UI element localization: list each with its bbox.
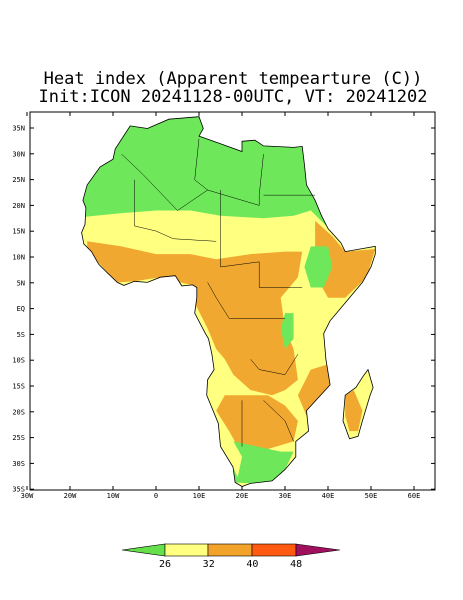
lon-label: 40E bbox=[322, 492, 335, 500]
border-line bbox=[134, 179, 217, 242]
colorbar-segment bbox=[295, 543, 341, 557]
subtitle: Init:ICON 20241128-00UTC, VT: 20241202 bbox=[39, 87, 428, 107]
border-line bbox=[250, 354, 299, 375]
lon-label: 30W bbox=[21, 492, 34, 500]
coastline-path bbox=[81, 116, 376, 487]
heat-zone bbox=[220, 441, 242, 478]
coastline bbox=[81, 116, 376, 487]
lat-label: 15N bbox=[12, 228, 25, 236]
lat-label: 35S bbox=[12, 486, 25, 494]
colorbar-segment bbox=[121, 543, 166, 557]
lat-label: 5S bbox=[17, 331, 25, 339]
lon-label: 0 bbox=[154, 492, 158, 500]
colorbar-segment bbox=[251, 543, 297, 557]
colorbar-label: 26 bbox=[159, 559, 171, 570]
lat-label: 25S bbox=[12, 434, 25, 442]
colorbar-label: 48 bbox=[290, 559, 302, 570]
lon-label: 30E bbox=[279, 492, 292, 500]
colorbar-label: 32 bbox=[203, 559, 215, 570]
colorbar-segment bbox=[207, 543, 253, 557]
lon-label: 10E bbox=[193, 492, 206, 500]
border-line bbox=[194, 138, 208, 191]
lon-label: 60E bbox=[408, 492, 421, 500]
axis-ticks: 35N 30N 25N 20N 15N 10N 5N EQ 5S 10S 15S 20S 25S 30S 3… bbox=[12, 112, 435, 500]
border-line bbox=[263, 400, 294, 442]
lat-label: 25N bbox=[12, 176, 25, 184]
lat-label: 35N bbox=[12, 125, 25, 133]
lon-label: 10W bbox=[107, 492, 120, 500]
heat-zone bbox=[297, 364, 331, 416]
lat-label: 20S bbox=[12, 408, 25, 416]
heat-zone bbox=[87, 241, 303, 396]
lat-label: 15S bbox=[12, 383, 25, 391]
lat-label: 20N bbox=[12, 202, 25, 210]
lon-label: 50E bbox=[365, 492, 378, 500]
border-line bbox=[220, 190, 303, 288]
lat-label: 10S bbox=[12, 357, 25, 365]
lat-label: 30S bbox=[12, 460, 25, 468]
border-line bbox=[207, 282, 285, 319]
lon-label: 20W bbox=[64, 492, 77, 500]
title: Heat index (Apparent tempearture (C)) bbox=[44, 69, 423, 89]
lat-label: 30N bbox=[12, 150, 25, 158]
lat-label: 10N bbox=[12, 254, 25, 262]
lat-label: 5N bbox=[17, 279, 25, 287]
coastline-path bbox=[342, 368, 374, 440]
lat-label: EQ bbox=[17, 305, 25, 313]
colorbar-label: 40 bbox=[246, 559, 258, 570]
heat-zone bbox=[345, 390, 363, 432]
heat-zone bbox=[315, 220, 376, 298]
heat-zone bbox=[304, 246, 333, 288]
heat-zone bbox=[280, 313, 294, 349]
colorbar: 26 32 40 48 bbox=[121, 543, 341, 570]
lon-label: 20E bbox=[236, 492, 249, 500]
heat-zone bbox=[233, 441, 294, 484]
heat-zone bbox=[216, 395, 298, 452]
colorbar-segment bbox=[164, 543, 209, 557]
